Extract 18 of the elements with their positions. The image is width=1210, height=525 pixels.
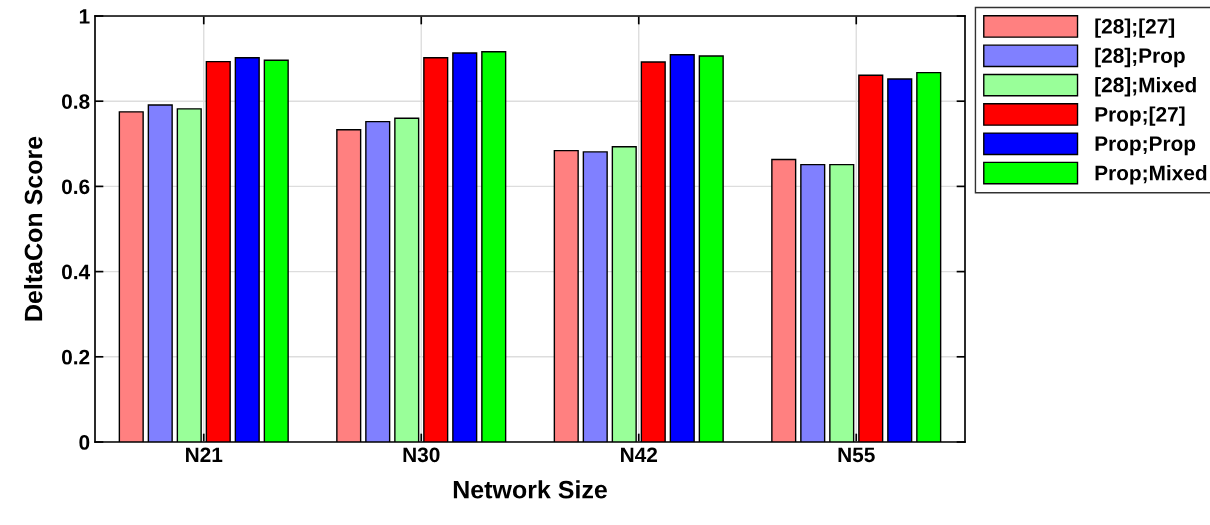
legend-label: Prop;Mixed <box>1095 165 1207 185</box>
y-tick-label: 0.4 <box>62 264 91 280</box>
y-tick-label: 0 <box>79 435 90 450</box>
y-tick-label: 0.8 <box>62 94 90 109</box>
x-tick-label: N55 <box>838 447 875 463</box>
legend-label: [28];Prop <box>1095 47 1185 68</box>
y-tick-label: 0.2 <box>62 349 90 365</box>
x-tick-label: N21 <box>186 447 223 462</box>
x-tick-label: N30 <box>403 447 440 463</box>
x-axis-title: Network Size <box>453 480 607 499</box>
legend-label: [28];[27] <box>1095 18 1175 38</box>
x-tick-label: N42 <box>621 447 658 462</box>
legend-label: Prop;Prop <box>1095 136 1196 156</box>
legend-label: [28];Mixed <box>1095 77 1196 97</box>
y-tick-label: 1 <box>79 9 90 24</box>
legend-label: Prop;[27] <box>1095 106 1185 126</box>
y-tick-label: 0.6 <box>62 179 90 195</box>
y-axis-title: DeltaCon Score <box>23 136 43 321</box>
